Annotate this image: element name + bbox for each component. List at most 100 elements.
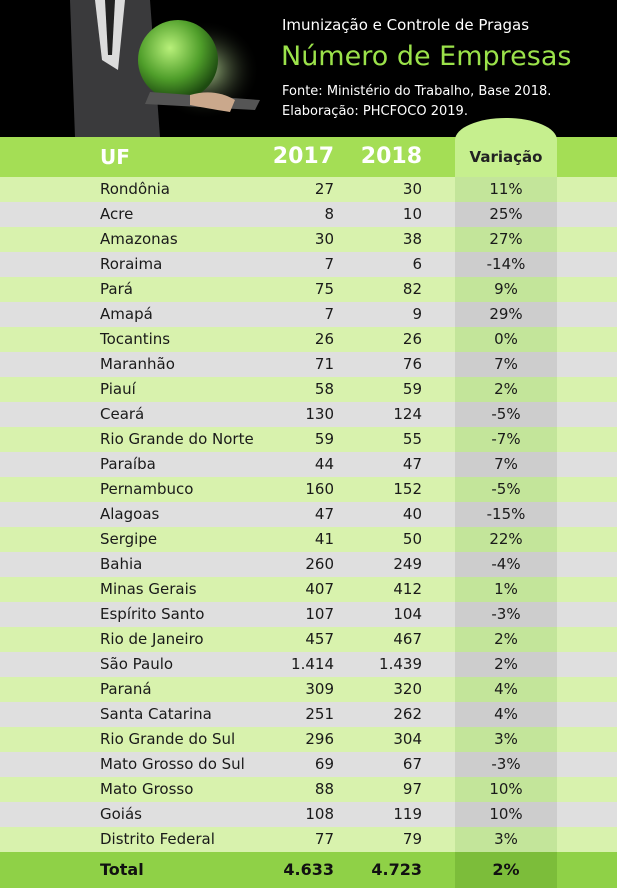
variation-cell-bg — [455, 402, 557, 427]
column-header: 2017 — [272, 144, 334, 169]
table-cell: 27% — [489, 230, 523, 248]
table-cell: 4% — [494, 705, 518, 723]
header-image — [70, 0, 260, 137]
table-cell: 79 — [402, 830, 422, 848]
table-cell: Tocantins — [100, 330, 171, 348]
table-cell: Roraima — [100, 255, 163, 273]
table-cell: 7 — [324, 255, 334, 273]
table-cell: 119 — [393, 805, 422, 823]
table-cell: Rio Grande do Norte — [100, 430, 254, 448]
table-cell: 30 — [402, 180, 422, 198]
header-cells: UF 2017 2018 Variação — [0, 137, 617, 177]
table-cell: 97 — [402, 780, 422, 798]
table-cell: 130 — [305, 405, 334, 423]
table-cell: 59 — [402, 380, 422, 398]
table-cell: -7% — [491, 430, 521, 448]
table-cell: 107 — [305, 605, 334, 623]
source: Fonte: Ministério do Trabalho, Base 2018… — [282, 84, 552, 99]
table-cell: 76 — [402, 355, 422, 373]
table-cell: 108 — [305, 805, 334, 823]
table-cell: Pará — [100, 280, 133, 298]
credit: Elaboração: PHCFOCO 2019. — [282, 104, 468, 119]
column-header: Variação — [469, 148, 543, 166]
table-cell: 30 — [314, 230, 334, 248]
table-cell: 29% — [489, 305, 523, 323]
table-cell: 58 — [314, 380, 334, 398]
table-cell: Rio Grande do Sul — [100, 730, 236, 748]
table-cell: Ceará — [100, 405, 145, 423]
table-cell: 1% — [494, 580, 518, 598]
variation-cell-bg — [455, 802, 557, 827]
variation-cell-bg — [455, 352, 557, 377]
table-cell: 10% — [489, 805, 523, 823]
header-band: Imunização e Controle de Pragas Número d… — [0, 0, 617, 137]
variation-cell-bg — [455, 452, 557, 477]
table-cell: Mato Grosso do Sul — [100, 755, 245, 773]
variation-cell-bg — [455, 427, 557, 452]
table-cell: Maranhão — [100, 355, 175, 373]
total-variation-bg — [455, 852, 557, 888]
table-cell: 41 — [314, 530, 334, 548]
table-cell: 77 — [314, 830, 334, 848]
table-cell: 262 — [393, 705, 422, 723]
variation-cell-bg — [455, 827, 557, 852]
variation-cell-bg — [455, 577, 557, 602]
table-cell: 251 — [305, 705, 334, 723]
table-cell: 88 — [314, 780, 334, 798]
table-cell: Goiás — [100, 805, 142, 823]
table-cell: 3% — [494, 830, 518, 848]
table-cell: 160 — [305, 480, 334, 498]
table-cell: 1.414 — [291, 655, 334, 673]
table-cell: 7% — [494, 455, 518, 473]
table-cell: 9% — [494, 280, 518, 298]
table-cell: Alagoas — [100, 505, 160, 523]
title: Número de Empresas — [281, 41, 572, 72]
table-cell: -4% — [491, 555, 521, 573]
table-cell: Piauí — [100, 380, 136, 398]
table-cell: 69 — [314, 755, 334, 773]
table-cell: 38 — [402, 230, 422, 248]
total-cell: 4.633 — [283, 860, 334, 879]
variation-cell-bg — [455, 477, 557, 502]
table-cell: 2% — [494, 655, 518, 673]
table-cell: 9 — [412, 305, 422, 323]
variation-cell-bg — [455, 652, 557, 677]
table-cell: 6 — [412, 255, 422, 273]
total-cell: Total — [100, 860, 144, 879]
table-cell: 296 — [305, 730, 334, 748]
variation-cell-bg — [455, 252, 557, 277]
table-cell: 10 — [402, 205, 422, 223]
table-cell: 44 — [314, 455, 334, 473]
table-cell: Pernambuco — [100, 480, 194, 498]
table-cell: 26 — [402, 330, 422, 348]
table-cell: 22% — [489, 530, 523, 548]
table-cell: 27 — [314, 180, 334, 198]
variation-cell-bg — [455, 627, 557, 652]
variation-cell-bg — [455, 302, 557, 327]
table-cell: 50 — [402, 530, 422, 548]
table-cell: 11% — [489, 180, 523, 198]
subtitle: Imunização e Controle de Pragas — [282, 16, 530, 34]
variation-cell-bg — [455, 327, 557, 352]
variation-cell-bg — [455, 777, 557, 802]
variation-cell-bg — [455, 752, 557, 777]
table-cell: Amazonas — [100, 230, 178, 248]
variation-cell-bg — [455, 527, 557, 552]
table-cell: 47 — [402, 455, 422, 473]
table-cell: 26 — [314, 330, 334, 348]
variation-cell-bg — [455, 177, 557, 202]
table-cell: 320 — [393, 680, 422, 698]
table-cell: 309 — [305, 680, 334, 698]
table-cell: Mato Grosso — [100, 780, 194, 798]
table-cell: 249 — [393, 555, 422, 573]
table-cell: -3% — [491, 755, 521, 773]
variation-tab — [455, 118, 557, 177]
table-cell: 104 — [393, 605, 422, 623]
table-cell: Paraná — [100, 680, 152, 698]
table-cell: São Paulo — [100, 655, 174, 673]
table-cell: 40 — [402, 505, 422, 523]
table-cell: 7% — [494, 355, 518, 373]
variation-cell-bg — [455, 677, 557, 702]
table-cell: Santa Catarina — [100, 705, 212, 723]
